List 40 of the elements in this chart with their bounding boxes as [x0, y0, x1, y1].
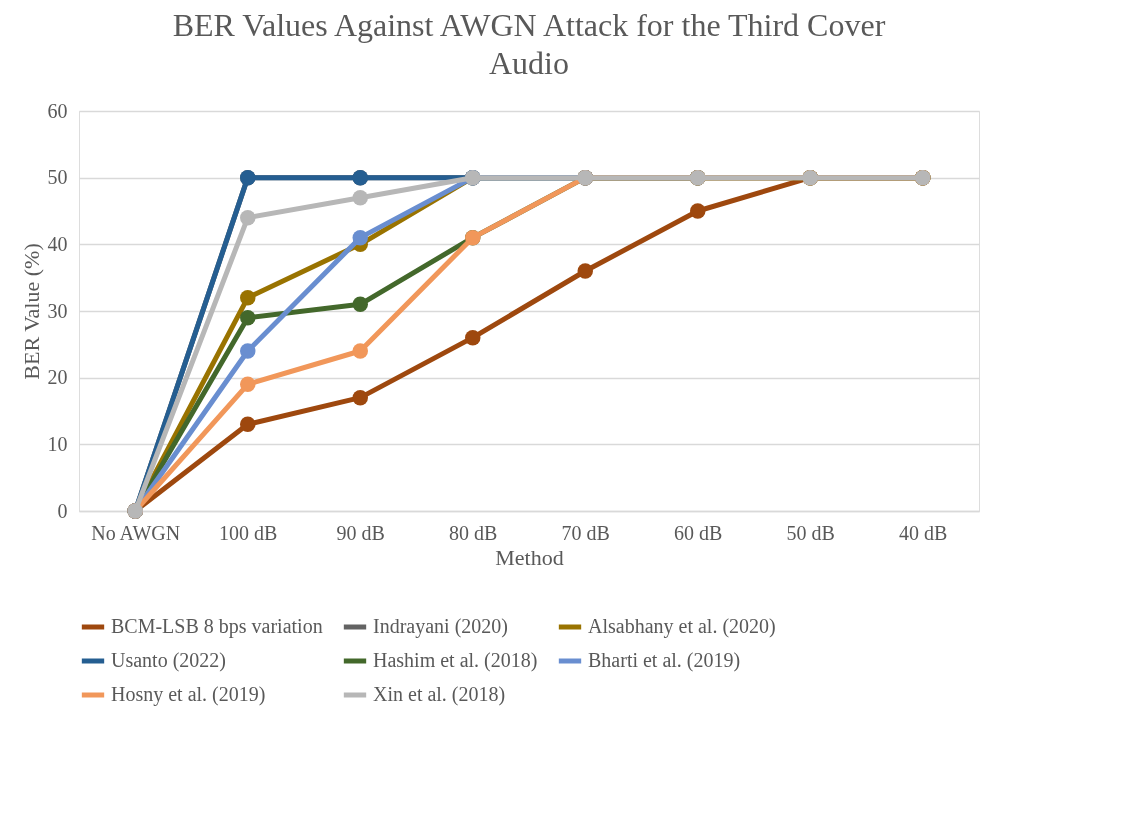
- legend-label: Xin et al. (2018): [373, 683, 506, 706]
- point: [352, 389, 368, 406]
- point: [352, 296, 368, 313]
- legend-label: Indrayani (2020): [373, 615, 508, 638]
- y-tick-label: 30: [47, 299, 68, 322]
- y-tick-label: 40: [47, 232, 68, 255]
- point: [577, 263, 593, 279]
- point: [240, 376, 256, 393]
- y-tick-label: 50: [47, 166, 68, 189]
- chart-title: BER Values Against AWGN Attack for the Third Cover Audio: [172, 7, 886, 81]
- point: [240, 309, 256, 326]
- point: [240, 416, 256, 433]
- x-tick-label: 50 dB: [786, 521, 835, 544]
- point: [240, 343, 256, 359]
- x-tick-label: 100 dB: [219, 521, 278, 544]
- y-tick-label: 0: [57, 499, 68, 522]
- x-axis-title: Method: [495, 544, 564, 570]
- y-tick-label: 60: [47, 99, 68, 122]
- point: [352, 229, 368, 246]
- x-tick-label: 70 dB: [561, 521, 610, 544]
- point: [352, 189, 368, 206]
- x-tick-label: 40 dB: [899, 521, 948, 544]
- x-tick-label: 90 dB: [336, 521, 385, 544]
- legend-label: Usanto (2022): [111, 649, 226, 672]
- y-tick-label: 20: [47, 366, 68, 389]
- legend-label: Hashim et al. (2018): [373, 649, 538, 672]
- y-axis-title: BER Value (%): [18, 243, 44, 380]
- legend-label: Hosny et al. (2019): [111, 683, 266, 706]
- point: [240, 289, 256, 306]
- point: [690, 203, 706, 219]
- legend-label: Alsabhany et al. (2020): [588, 615, 776, 638]
- x-tick-label: No AWGN: [91, 521, 181, 544]
- x-tick-label: 60 dB: [674, 521, 723, 544]
- x-tick-label: 80 dB: [449, 521, 498, 544]
- legend-label: Bharti et al. (2019): [588, 649, 741, 672]
- legend-label: BCM-LSB 8 bps variation: [111, 615, 323, 638]
- point: [352, 343, 368, 359]
- y-tick-label: 10: [47, 432, 68, 455]
- point: [465, 329, 481, 346]
- point: [240, 209, 256, 226]
